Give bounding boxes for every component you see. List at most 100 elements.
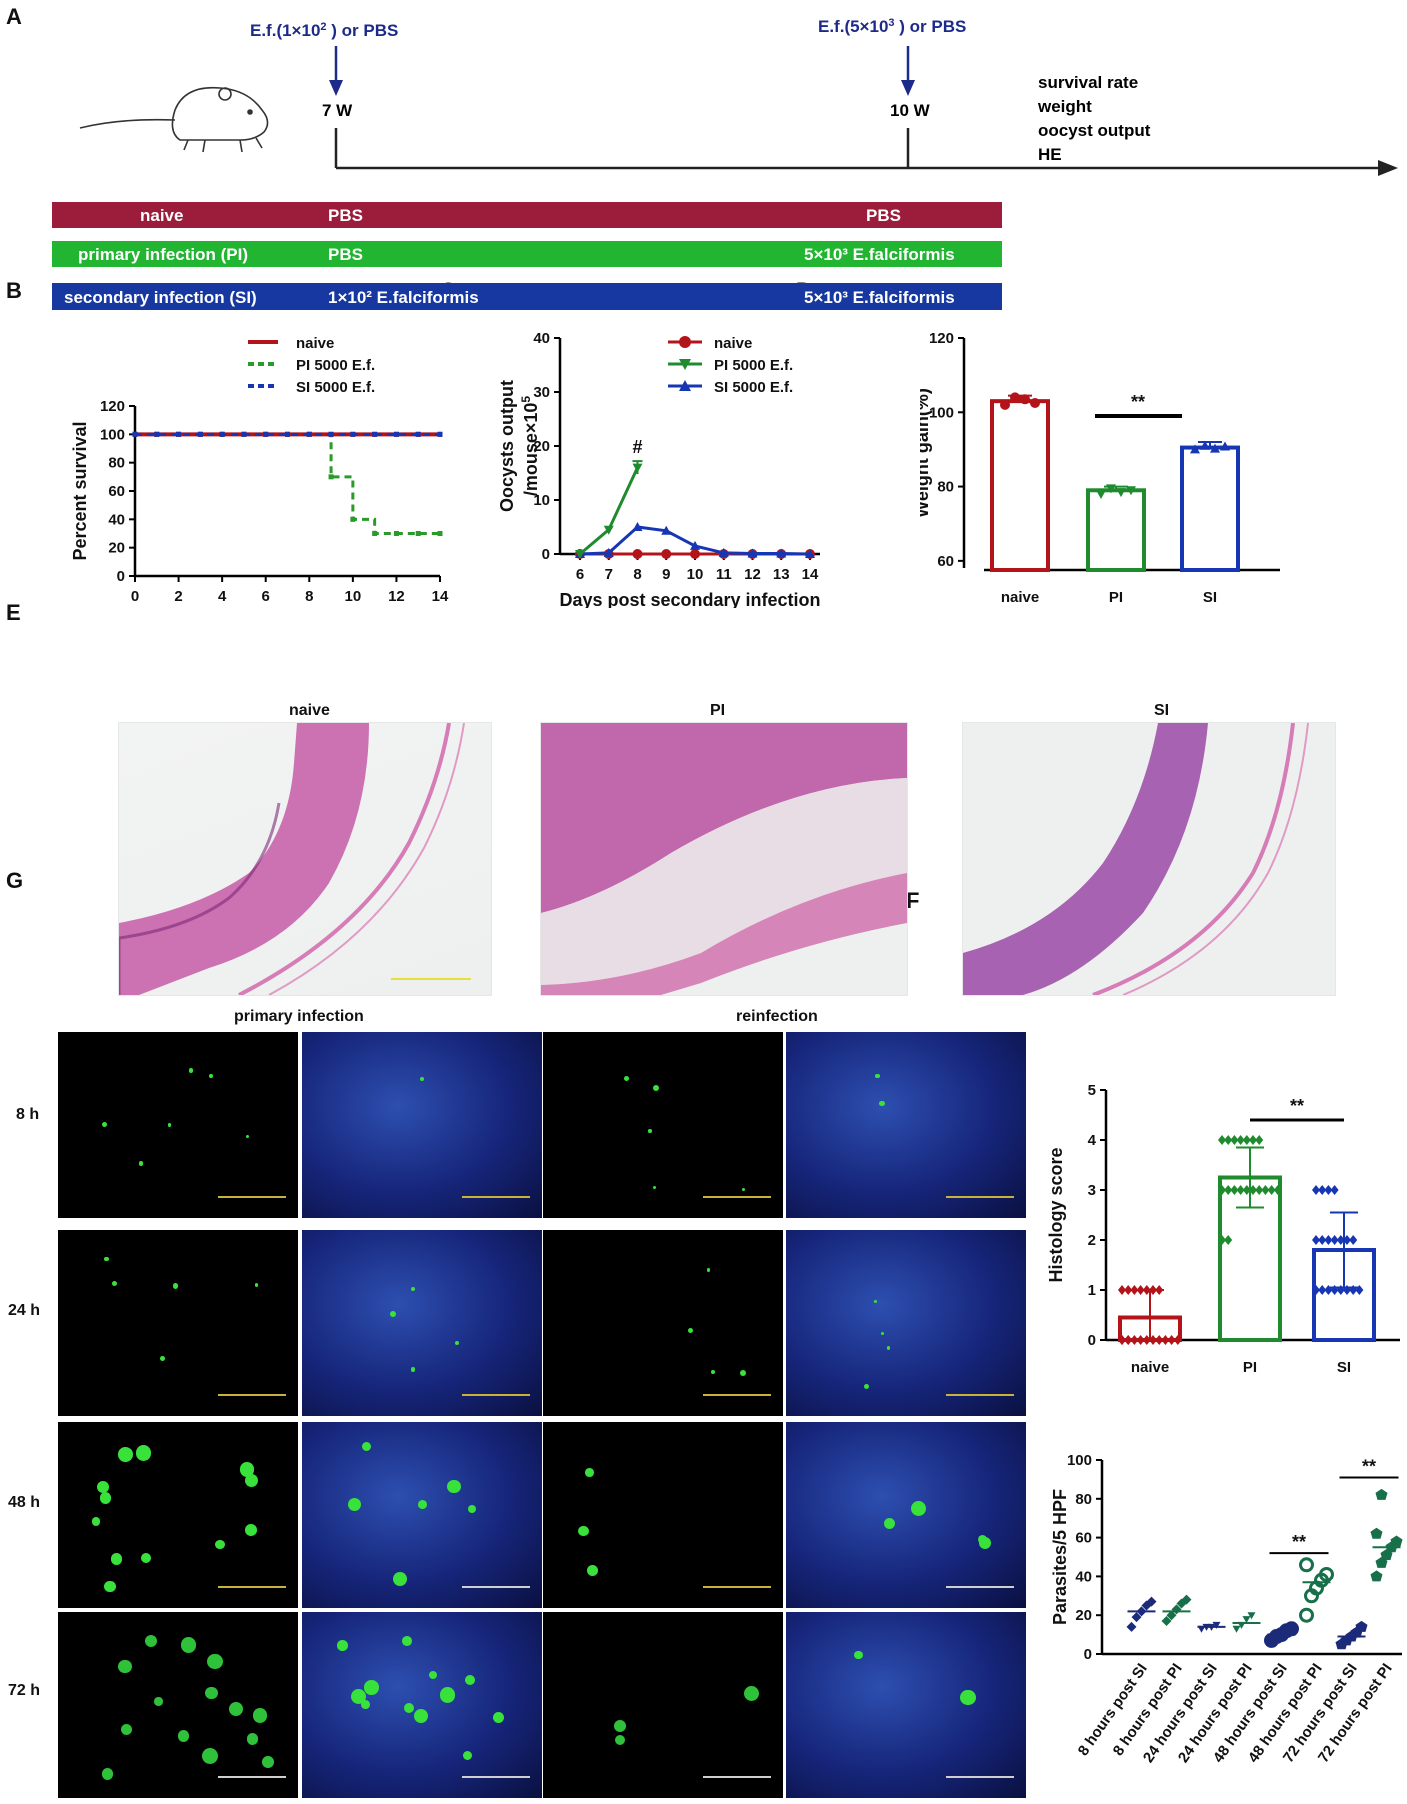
panel-label-a: A — [6, 4, 22, 29]
y-tick-label: 3 — [1088, 1182, 1096, 1199]
svg-text:PBS: PBS — [328, 245, 363, 264]
data-point — [1200, 440, 1210, 450]
parasite-dot — [135, 1445, 151, 1461]
y-tick-label: 4 — [1088, 1132, 1097, 1149]
data-point — [1312, 1235, 1320, 1245]
x-tick-label: 8 — [633, 566, 641, 583]
fluo-image-reinfection-green-row2 — [543, 1230, 783, 1416]
legend-label-1: PI 5000 E.f. — [714, 357, 793, 374]
x-tick-label: 2 — [174, 588, 182, 605]
parasite-dot — [392, 1572, 407, 1587]
category-label-SI: SI — [1203, 589, 1217, 606]
parasite-dot — [101, 1768, 114, 1780]
x-tick-label: 6 — [262, 588, 270, 605]
panel-label-f: F — [906, 888, 920, 913]
panel-label-e: E — [6, 600, 21, 625]
readout-survival: survival rate — [1038, 73, 1138, 92]
parasite-dot — [244, 1474, 258, 1488]
scale-bar — [946, 1586, 1014, 1588]
x-tick-label: 10 — [345, 588, 362, 605]
data-point — [1220, 441, 1230, 451]
scale-bar — [703, 1586, 771, 1588]
y-tick-label: 40 — [533, 330, 550, 347]
category-label-SI: SI — [1337, 1359, 1351, 1376]
parasite-dot — [99, 1491, 112, 1504]
data-point — [1349, 1235, 1358, 1245]
histology-title-si: SI — [1154, 702, 1170, 719]
histology-image-si — [962, 722, 1336, 997]
data-point — [1224, 1185, 1233, 1195]
y-axis-label: Oocysts output — [497, 380, 517, 512]
scale-bar — [462, 1196, 530, 1198]
y-axis-label: Percent survival — [70, 421, 90, 560]
parasite-dot — [336, 1640, 348, 1652]
data-point — [1255, 1135, 1264, 1145]
data-point — [1124, 1335, 1133, 1345]
parasite-dot — [245, 1524, 257, 1536]
data-point — [1249, 1185, 1257, 1195]
data-point — [1142, 1285, 1151, 1295]
parasite-dot — [208, 1074, 213, 1078]
y-tick-label: 2 — [1088, 1232, 1096, 1249]
parasite-dot — [874, 1300, 878, 1304]
parasite-dot — [361, 1442, 371, 1452]
parasite-dot — [585, 1468, 594, 1477]
series-point-1 — [603, 525, 614, 535]
data-point — [1124, 1285, 1133, 1295]
parasite-dot — [578, 1526, 589, 1537]
series-point-2 — [690, 540, 700, 550]
parasite-dot — [428, 1671, 437, 1680]
parasite-dot — [404, 1703, 415, 1714]
svg-text:1×10² E.falciformis: 1×10² E.falciformis — [328, 288, 479, 307]
data-point — [1299, 1557, 1314, 1573]
parasite-dot — [188, 1068, 194, 1073]
data-point — [1355, 1285, 1364, 1295]
data-point — [1181, 1594, 1192, 1605]
data-point — [1030, 398, 1040, 408]
parasite-dot — [960, 1689, 977, 1706]
data-point — [1126, 1621, 1137, 1632]
parasite-dot — [246, 1733, 259, 1745]
data-point — [1318, 1285, 1327, 1295]
readout-oocyst: oocyst output — [1038, 121, 1151, 140]
data-point — [1232, 1625, 1241, 1633]
histology-title-naive: naive — [289, 702, 330, 719]
data-point — [1155, 1285, 1164, 1295]
category-label-naive: naive — [1131, 1359, 1169, 1376]
parasite-dot — [883, 1517, 896, 1530]
data-point — [1230, 1185, 1239, 1195]
data-point — [1375, 1488, 1388, 1500]
parasite-dot — [246, 1134, 250, 1138]
data-point — [1126, 486, 1136, 496]
data-point — [1343, 1285, 1351, 1295]
y-tick-label: 100 — [929, 404, 954, 421]
y-tick-label: 0 — [1084, 1646, 1092, 1663]
data-point — [1319, 1566, 1334, 1582]
x-tick-label: 0 — [131, 588, 139, 605]
series-marker-1 — [372, 531, 378, 536]
data-point — [1167, 1335, 1176, 1345]
fluo-row-label-8h: 8 h — [16, 1106, 40, 1123]
y-axis-label: Parasites/5 HPF — [1050, 1489, 1070, 1625]
x-tick-label: 10 — [687, 566, 704, 583]
parasite-dot — [254, 1283, 258, 1287]
y-axis-label: Weight gain(%) — [920, 388, 932, 518]
data-point — [1190, 444, 1200, 454]
data-point — [1218, 1235, 1226, 1245]
fluo-image-reinfection-merged-row2 — [786, 1230, 1026, 1416]
fluo-image-primary-green-row3 — [58, 1422, 298, 1608]
fluo-image-reinfection-green-row4 — [543, 1612, 783, 1798]
data-point — [1330, 1285, 1339, 1295]
data-point — [1242, 1185, 1251, 1195]
series-marker-1 — [437, 531, 443, 536]
legend-label-0: naive — [714, 335, 752, 352]
x-tick-label: 11 — [716, 566, 732, 583]
series-point-2 — [632, 522, 643, 531]
parasite-dot — [743, 1685, 759, 1701]
data-point — [1218, 1185, 1226, 1195]
parasite-dot — [492, 1711, 505, 1723]
parasite-dot — [419, 1076, 425, 1082]
parasite-dot — [118, 1660, 132, 1674]
parasite-dot — [172, 1283, 179, 1289]
group-bar-naive: naive PBS PBS — [52, 202, 1002, 228]
